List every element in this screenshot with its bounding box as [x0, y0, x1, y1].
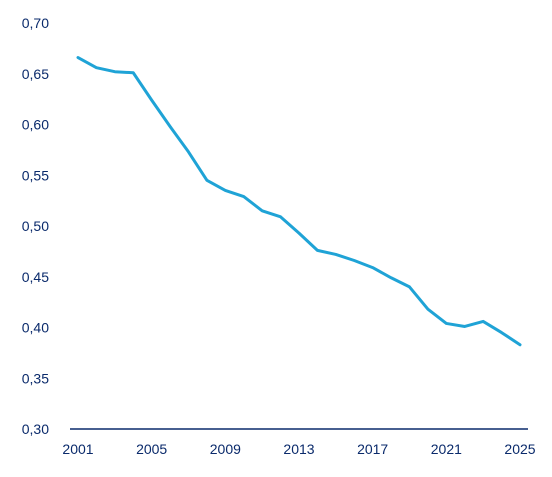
y-tick-label: 0,30: [22, 421, 49, 437]
x-tick-label: 2009: [210, 441, 241, 457]
x-tick-label: 2021: [431, 441, 462, 457]
y-tick-label: 0,40: [22, 320, 49, 336]
x-tick-label: 2025: [504, 441, 535, 457]
y-tick-label: 0,45: [22, 269, 49, 285]
y-tick-label: 0,55: [22, 167, 49, 183]
y-tick-label: 0,70: [22, 15, 49, 31]
y-tick-label: 0,65: [22, 66, 49, 82]
x-tick-label: 2013: [283, 441, 314, 457]
x-tick-label: 2017: [357, 441, 388, 457]
y-tick-label: 0,60: [22, 117, 49, 133]
y-tick-label: 0,35: [22, 370, 49, 386]
y-axis-tick-labels: 0,30 0,35 0,40 0,45 0,50 0,55 0,60 0,65 0,70: [22, 15, 49, 437]
x-tick-label: 2005: [136, 441, 167, 457]
y-tick-label: 0,50: [22, 218, 49, 234]
x-axis-tick-labels: 2001 2005 2009 2013 2017 2021 2025: [62, 441, 535, 457]
x-tick-label: 2001: [62, 441, 93, 457]
series-line: [76, 56, 522, 347]
